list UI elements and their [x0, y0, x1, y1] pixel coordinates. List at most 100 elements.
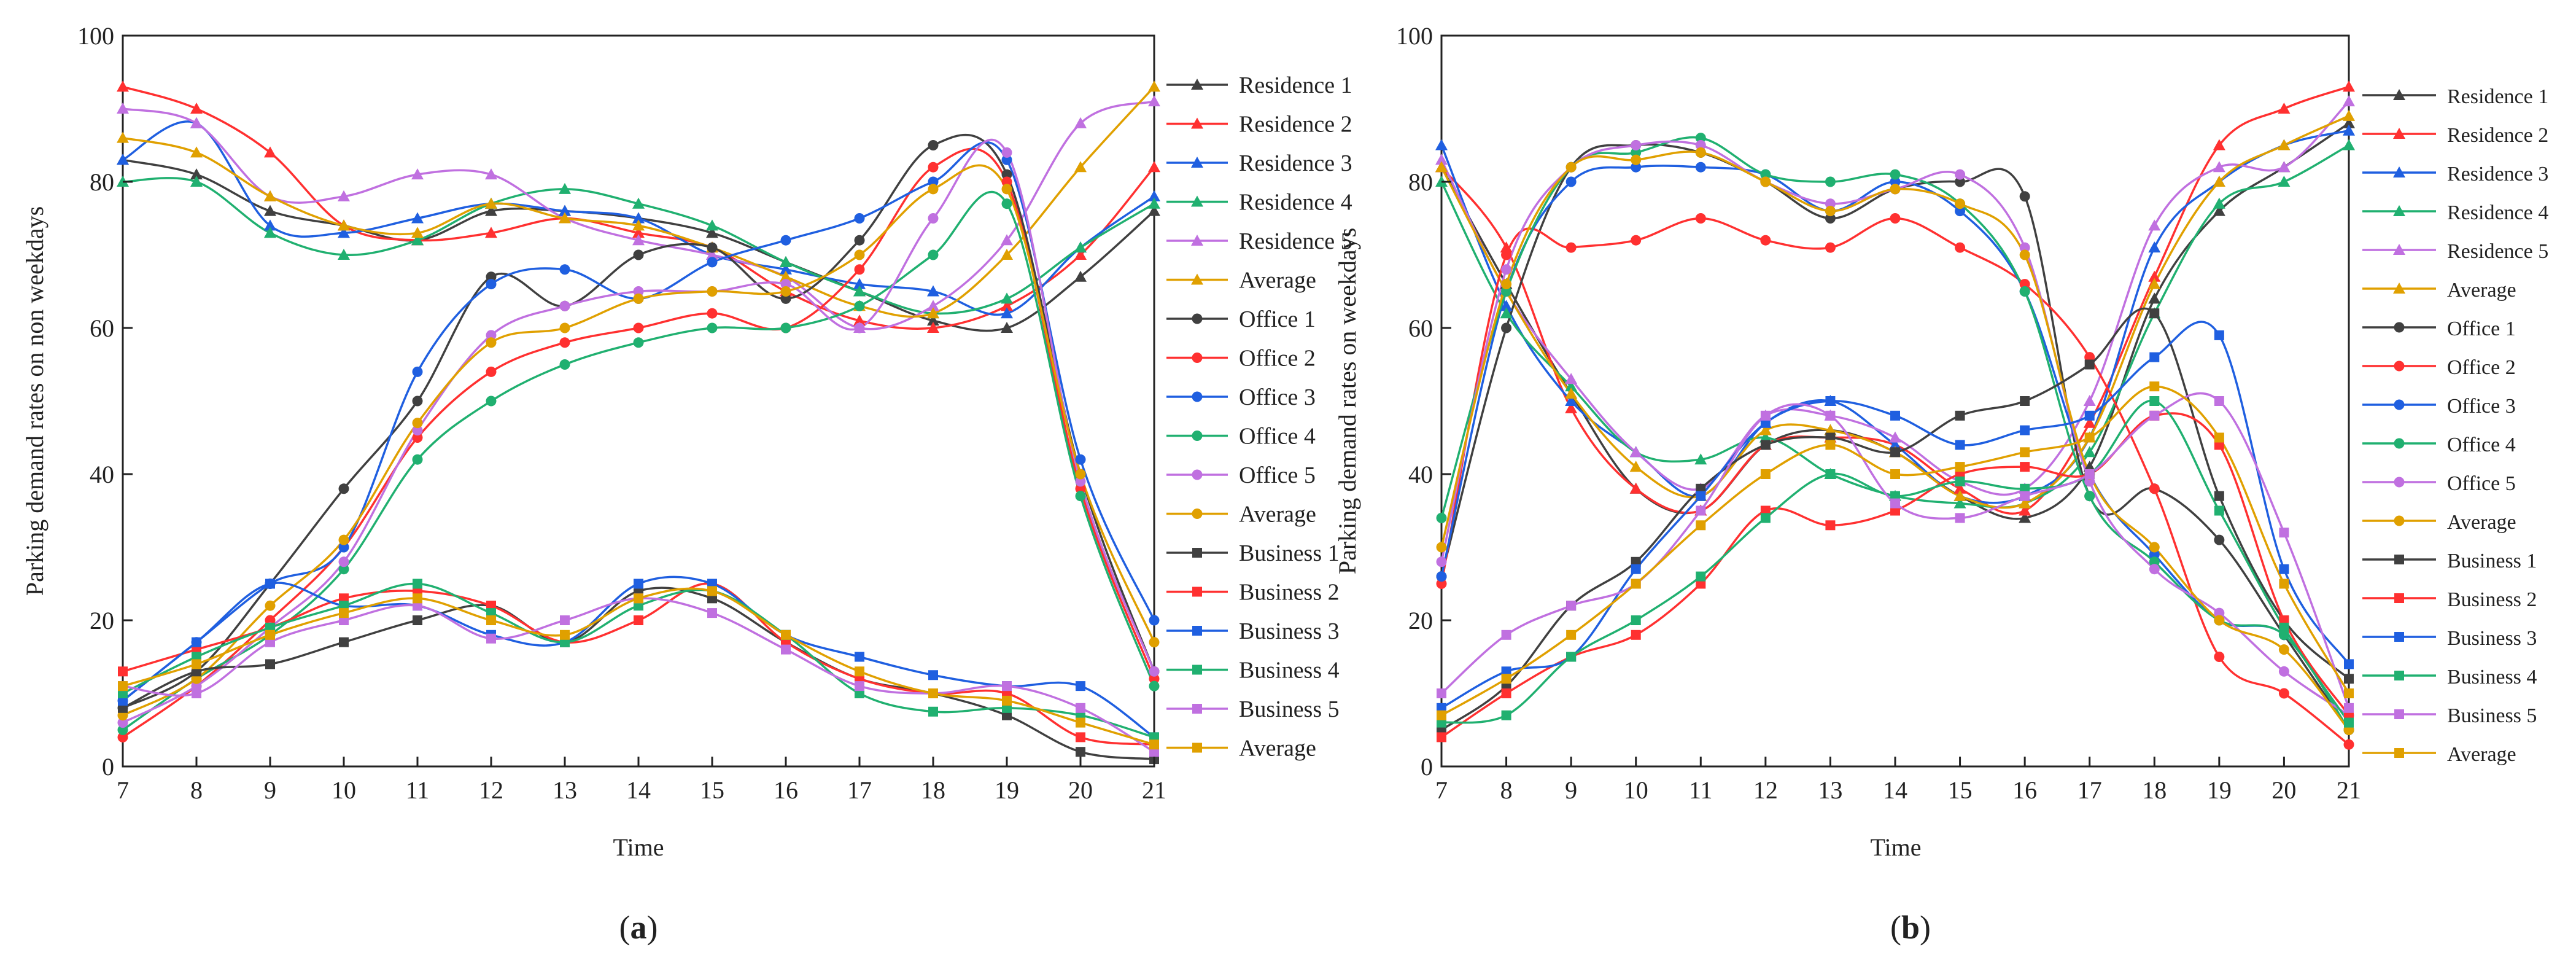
data-point: [2019, 279, 2030, 290]
legend-label: Residence 4: [1239, 190, 1352, 216]
data-point: [707, 286, 718, 297]
data-point: [1566, 652, 1577, 662]
panel-caption: (b): [1890, 909, 1931, 946]
data-point: [559, 322, 570, 333]
data-point: [1696, 491, 1706, 501]
legend-label: Office 5: [1239, 462, 1316, 488]
data-point: [1001, 184, 1012, 195]
data-point: [1955, 242, 1966, 253]
data-point: [1631, 147, 1642, 158]
data-point: [1890, 213, 1901, 224]
x-tick-label: 19: [995, 776, 1019, 804]
data-point: [1501, 279, 1512, 290]
data-point: [1760, 169, 1771, 180]
legend-marker: [2394, 322, 2405, 333]
legend-marker: [1191, 195, 1203, 207]
data-point: [1076, 747, 1085, 757]
data-point: [1075, 454, 1086, 465]
data-point: [1890, 169, 1901, 180]
series-line-5: [122, 100, 1155, 330]
legend-label: Residence 2: [1239, 112, 1352, 138]
data-point: [1890, 184, 1901, 195]
data-point: [2083, 446, 2096, 458]
data-point: [1955, 410, 1965, 421]
data-point: [707, 586, 717, 596]
data-point: [1631, 579, 1641, 589]
data-point: [2344, 717, 2354, 728]
legend-label: Office 4: [2447, 434, 2516, 456]
x-tick-label: 12: [1753, 776, 1778, 804]
data-point: [339, 637, 349, 647]
data-point: [2279, 579, 2289, 589]
data-point: [486, 337, 497, 348]
data-point: [853, 278, 866, 289]
data-point: [633, 249, 644, 260]
data-point: [1565, 162, 1577, 173]
x-tick-label: 21: [1142, 776, 1166, 804]
legend-marker: [1192, 509, 1203, 519]
legend-marker: [1191, 273, 1203, 285]
legend-marker: [1192, 431, 1203, 441]
legend: Residence 1 Residence 2 Residence 3 Residen…: [1166, 72, 1352, 762]
data-point: [2343, 139, 2355, 150]
data-point: [1953, 489, 1966, 501]
data-point: [1501, 630, 1511, 640]
y-axis-ticks: 0 20 40 60 80 100: [77, 22, 133, 781]
legend-marker: [2394, 515, 2405, 526]
legend-marker: [1192, 665, 1202, 675]
data-point: [264, 146, 276, 158]
data-point: [411, 212, 424, 224]
data-point: [633, 337, 644, 348]
data-point: [1565, 395, 1578, 406]
x-tick-label: 7: [1435, 776, 1448, 804]
data-point: [1437, 710, 1446, 720]
data-point: [339, 608, 349, 618]
x-tick-label: 18: [921, 776, 945, 804]
legend-marker: [2393, 244, 2405, 255]
data-point: [486, 271, 497, 283]
data-point: [486, 366, 497, 377]
data-point: [1001, 154, 1012, 165]
data-point: [1435, 154, 1448, 165]
data-point: [2084, 469, 2095, 479]
data-point: [2020, 425, 2030, 435]
legend-label: Office 1: [1239, 306, 1316, 332]
data-point: [190, 176, 203, 187]
legend-marker: [1192, 353, 1203, 363]
data-point: [1436, 571, 1447, 582]
x-tick-label: 14: [1883, 776, 1907, 804]
data-point: [2019, 242, 2030, 253]
legend-label: Residence 2: [2447, 124, 2548, 147]
data-point: [780, 279, 791, 290]
data-point: [2214, 505, 2224, 516]
y-tick-label: 40: [90, 461, 114, 488]
data-point: [411, 227, 424, 238]
data-point: [632, 227, 645, 238]
legend-label: Residence 3: [2447, 163, 2548, 185]
data-point: [1501, 286, 1512, 297]
legend-marker: [2394, 748, 2404, 758]
panel-a: 7 8 9 10 11 12 13 14 15 16 17 18 19 20 21 0 20 40 60 80 100…: [21, 22, 1352, 946]
data-point: [1695, 133, 1706, 144]
data-point: [486, 615, 496, 625]
data-point: [854, 264, 865, 275]
series-lines-group: [122, 85, 1155, 760]
legend-label: Business 4: [1239, 658, 1340, 684]
data-point: [1825, 520, 1836, 531]
data-point: [928, 213, 939, 224]
data-point: [2149, 410, 2160, 421]
data-point: [338, 227, 350, 238]
data-point: [632, 234, 645, 246]
data-point: [633, 322, 644, 333]
x-axis-label: Time: [1870, 833, 1921, 861]
y-tick-label: 0: [102, 753, 114, 781]
data-point: [559, 264, 570, 275]
data-point: [1001, 234, 1013, 246]
data-point: [1759, 431, 1772, 443]
y-tick-label: 60: [90, 314, 114, 342]
series-line-18: [1441, 385, 2350, 717]
data-point: [2149, 308, 2160, 319]
data-point: [1436, 556, 1447, 567]
data-point: [928, 140, 939, 150]
data-point: [2214, 652, 2225, 662]
